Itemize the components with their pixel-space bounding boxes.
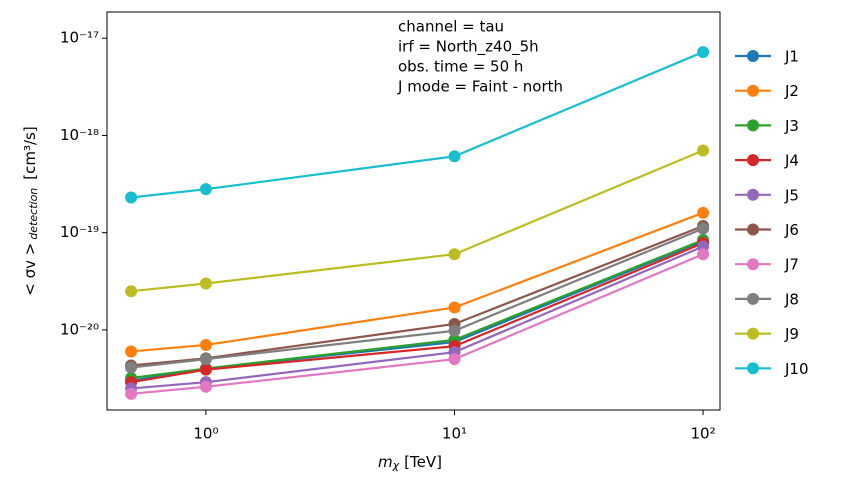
legend-label: J4 [784, 152, 799, 170]
legend-marker [747, 188, 759, 201]
legend-label: J8 [784, 290, 799, 308]
x-tick-label: 10⁰ [193, 425, 218, 443]
annotation: channel = tau [398, 18, 504, 36]
series-line [130, 211, 704, 353]
data-point [697, 222, 710, 235]
x-axis-label: mχ [TeV] [378, 453, 442, 473]
y-label-unit: [cm³/s] [21, 126, 39, 179]
y-axis-label: < σv > detection [cm³/s] [21, 126, 41, 295]
data-point [199, 363, 212, 376]
x-label-unit: [TeV] [404, 453, 442, 471]
legend-label: J6 [784, 221, 799, 239]
legend-label: J10 [784, 360, 809, 378]
data-point [125, 191, 138, 204]
annotation: obs. time = 50 h [398, 58, 523, 76]
data-point [697, 248, 710, 261]
legend-marker [747, 50, 759, 62]
data-point [448, 301, 461, 314]
legend-marker [747, 327, 759, 340]
legend-marker [747, 292, 759, 305]
series-line [130, 242, 704, 384]
data-point [199, 277, 212, 290]
series-line [130, 239, 704, 380]
legend-label: J7 [784, 256, 799, 274]
legend-marker [747, 258, 759, 271]
x-label-subscript: χ [392, 459, 400, 472]
y-tick-label: 10⁻¹⁸ [60, 126, 99, 144]
data-point [697, 144, 710, 157]
data-point [697, 206, 710, 219]
legend-label: J3 [784, 117, 799, 135]
legend-label: J2 [784, 82, 799, 100]
data-point [199, 353, 212, 366]
data-point [125, 387, 138, 400]
series-line [130, 240, 704, 382]
x-tick-label: 10¹ [442, 425, 467, 443]
series-line [130, 51, 704, 199]
data-point [448, 353, 461, 366]
legend-marker [747, 154, 759, 167]
plot-frame [106, 11, 721, 411]
data-point [125, 285, 138, 298]
x-label-symbol: m [378, 453, 393, 471]
data-point [448, 324, 461, 337]
x-tick-label: 10² [690, 425, 715, 443]
series-line [130, 149, 704, 293]
data-point [125, 361, 138, 374]
legend-label: J9 [784, 325, 799, 343]
legend-label: J1 [784, 48, 799, 66]
annotation: J mode = Faint - north [397, 78, 563, 96]
series-line [130, 245, 704, 390]
series-line [130, 253, 704, 395]
legend-marker [747, 362, 759, 375]
series-line [130, 225, 704, 367]
y-label-symbol: < σv > [21, 243, 39, 296]
data-point [697, 46, 710, 59]
annotation: irf = North_z40_5h [398, 38, 539, 57]
y-tick-label: 10⁻²⁰ [60, 320, 99, 338]
data-point [125, 345, 138, 358]
y-tick-label: 10⁻¹⁷ [60, 29, 99, 47]
data-point [199, 183, 212, 196]
y-label-subscript: detection [27, 188, 40, 240]
legend-label: J5 [784, 186, 799, 204]
data-point [199, 338, 212, 351]
y-tick-label: 10⁻¹⁹ [60, 223, 99, 241]
data-point [199, 380, 212, 393]
data-point [448, 150, 461, 163]
legend-marker [747, 223, 759, 236]
legend-marker [747, 119, 759, 132]
data-point [448, 248, 461, 261]
series-line [130, 227, 704, 369]
legend-marker [747, 84, 759, 97]
